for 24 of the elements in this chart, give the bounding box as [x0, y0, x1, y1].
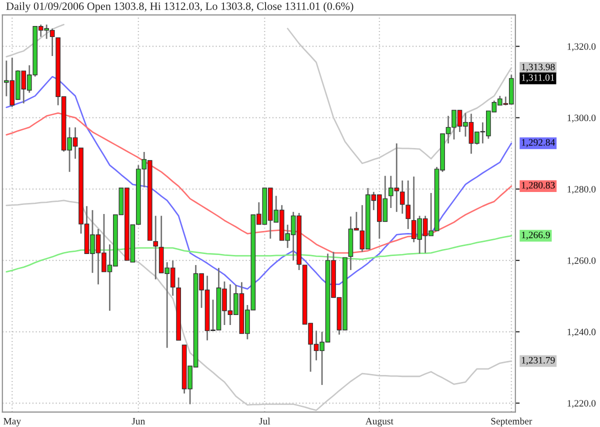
x-tick-label: Jul	[259, 418, 270, 424]
data-label: 1,292.84	[522, 139, 555, 148]
candlestick	[153, 215, 158, 280]
y-tick-label: 1,280.0	[568, 186, 596, 194]
data-label: 1,231.79	[522, 356, 555, 365]
chart-title: Daily 01/09/2006 Open 1303.8, Hi 1312.03, Lo 1303.8, Close 1311.01 (0.6%)	[6, 2, 354, 12]
data-label: 1,266.9	[522, 232, 550, 240]
x-tick-label: September	[491, 418, 532, 426]
candlestick	[406, 180, 411, 230]
candlestick	[400, 180, 405, 214]
line-series	[6, 76, 512, 290]
data-label: 1,280.83	[522, 182, 555, 190]
y-tick-label: 1,320.0	[568, 43, 596, 52]
x-tick-label: Jun	[132, 418, 145, 424]
x-tick-label: May	[4, 418, 22, 426]
data-label: 1,313.98	[522, 64, 555, 72]
y-tick-label: 1,220.0	[568, 400, 596, 408]
annotation: 1,311.01	[522, 74, 554, 82]
y-tick-label: 1,240.0	[568, 328, 596, 337]
line-series	[6, 235, 512, 273]
y-tick-label: 1,260.0	[568, 257, 596, 266]
line-series	[6, 112, 512, 254]
y-tick-label: 1,300.0	[568, 114, 596, 123]
x-tick-label: August	[365, 418, 394, 426]
